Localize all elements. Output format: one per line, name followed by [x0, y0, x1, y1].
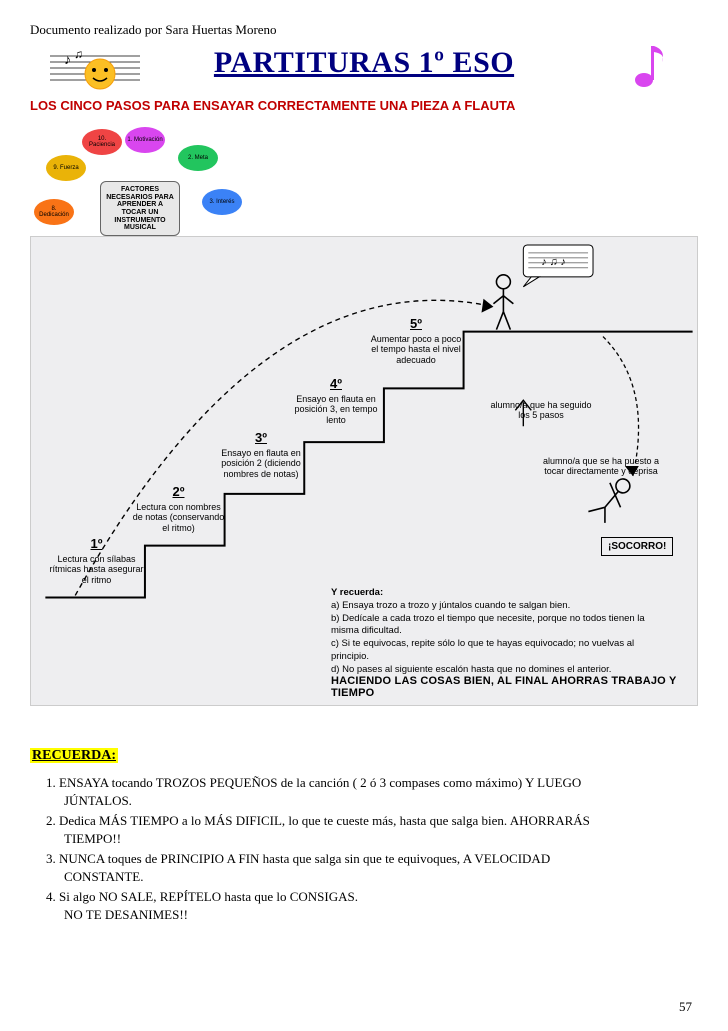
mindmap-node: 3. Interés: [202, 189, 242, 215]
page-number: 57: [679, 999, 692, 1015]
svg-text:♪: ♪: [64, 53, 71, 68]
step-label: 4ºEnsayo en flauta en posición 3, en tem…: [291, 377, 381, 425]
mindmap-node: 1. Motivación: [125, 127, 165, 153]
title-row: ♪ ♫ PARTITURAS 1º ESO: [30, 46, 698, 80]
step-label: 1ºLectura con sílabas rítmicas hasta ase…: [49, 537, 144, 585]
socorro-bubble: ¡SOCORRO!: [601, 537, 673, 556]
recuerda-item-3: 3. NUNCA toques de PRINCIPIO A FIN hasta…: [42, 850, 698, 885]
annotation-bad: alumno/a que se ha puesto a tocar direct…: [541, 457, 661, 477]
reminder-b: b) Dedícale a cada trozo el tiempo que n…: [331, 613, 661, 639]
staff-emoji-icon: ♪ ♫: [50, 48, 140, 96]
mindmap-node: 10. Paciencia: [82, 129, 122, 155]
reminder-a: a) Ensaya trozo a trozo y júntalos cuand…: [331, 600, 661, 613]
recuerda-list: 1. ENSAYA tocando TROZOS PEQUEÑOS de la …: [42, 774, 698, 923]
mindmap-node: 8. Dedicación: [34, 199, 74, 225]
reminder-title: Y recuerda:: [331, 587, 661, 600]
document-author: Documento realizado por Sara Huertas Mor…: [30, 22, 698, 38]
final-line: HACIENDO LAS COSAS BIEN, AL FINAL AHORRA…: [331, 675, 697, 699]
reminder-block: Y recuerda: a) Ensaya trozo a trozo y jú…: [331, 587, 661, 677]
section-heading: LOS CINCO PASOS PARA ENSAYAR CORRECTAMEN…: [30, 98, 698, 113]
svg-text:♪ ♫ ♪: ♪ ♫ ♪: [541, 256, 566, 268]
annotation-good: alumno/a que ha seguido los 5 pasos: [486, 401, 596, 421]
recuerda-item-2: 2. Dedica MÁS TIEMPO a lo MÁS DIFICIL, l…: [42, 812, 698, 847]
mindmap-node: 9. Fuerza: [46, 155, 86, 181]
step-label: 3ºEnsayo en flauta en posición 2 (dicien…: [211, 431, 311, 479]
mindmap-node: 2. Meta: [178, 145, 218, 171]
page-title: PARTITURAS 1º ESO: [214, 46, 514, 80]
svg-text:♫: ♫: [74, 48, 83, 61]
step-label: 5ºAumentar poco a poco el tempo hasta el…: [366, 317, 466, 365]
music-note-icon: [632, 40, 668, 90]
recuerda-heading: RECUERDA:: [30, 748, 118, 763]
recuerda-item-4: 4. Si algo NO SALE, REPÍTELO hasta que l…: [42, 888, 698, 923]
recuerda-item-1: 1. ENSAYA tocando TROZOS PEQUEÑOS de la …: [42, 774, 698, 809]
reminder-c: c) Si te equivocas, repite sólo lo que t…: [331, 638, 661, 664]
stair-diagram: ♪ ♫ ♪ 1ºLectura con sílabas rítmicas has…: [30, 236, 698, 706]
mindmap-center: FACTORES NECESARIOS PARA APRENDER A TOCA…: [100, 181, 180, 236]
step-label: 2ºLectura con nombres de notas (conserva…: [131, 485, 226, 533]
